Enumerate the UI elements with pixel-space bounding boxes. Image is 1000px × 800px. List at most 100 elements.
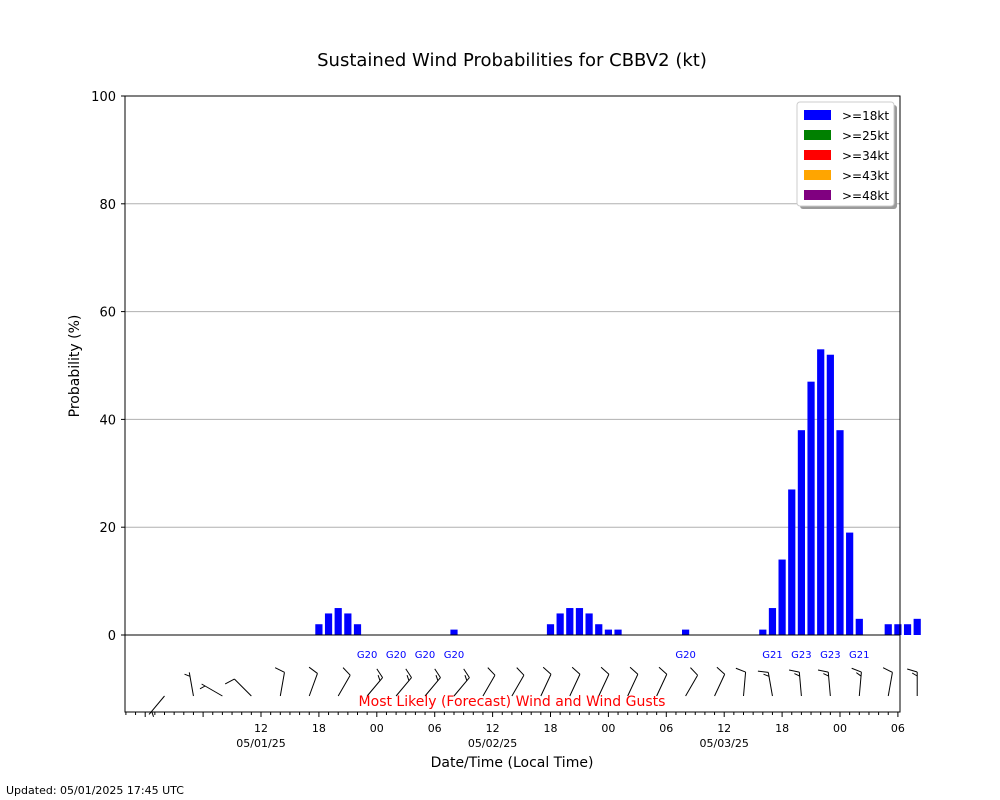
barb-feather bbox=[464, 675, 468, 681]
legend-label: >=48kt bbox=[842, 189, 889, 203]
bar bbox=[556, 613, 564, 635]
x-tick-label: 06 bbox=[659, 722, 673, 735]
wind-barb bbox=[308, 666, 318, 697]
barb-staff bbox=[627, 674, 639, 697]
barb-feather bbox=[817, 669, 829, 673]
bar bbox=[585, 613, 593, 635]
barb-feather bbox=[516, 667, 525, 676]
barb-staff bbox=[337, 674, 351, 697]
bar bbox=[836, 430, 844, 635]
barb-feather bbox=[487, 667, 496, 676]
barb-feather bbox=[600, 666, 610, 675]
bar bbox=[903, 624, 912, 635]
gust-labels: G20 G20 G20 G20 G20 G21 G23 G23 G21 bbox=[357, 650, 870, 661]
bar bbox=[855, 618, 863, 635]
barb-staff bbox=[656, 674, 668, 697]
bar-series bbox=[315, 349, 921, 635]
wind-barb bbox=[788, 669, 802, 697]
bar bbox=[546, 624, 555, 635]
x-tick-label: 18 bbox=[775, 722, 789, 735]
y-tick-label: 0 bbox=[108, 629, 116, 644]
bar bbox=[807, 381, 815, 635]
bar bbox=[450, 629, 458, 635]
barb-staff bbox=[308, 673, 318, 697]
wind-barb bbox=[598, 666, 610, 697]
x-tick-label: 18 bbox=[312, 722, 326, 735]
x-date-label: 05/01/25 bbox=[236, 737, 285, 750]
x-date-label: 05/03/25 bbox=[699, 737, 748, 750]
barb-feather bbox=[463, 668, 470, 678]
barb-staff bbox=[798, 672, 802, 697]
bar bbox=[595, 624, 603, 635]
barb-feather bbox=[308, 666, 318, 674]
barb-feather bbox=[376, 668, 383, 678]
forecast-wind-label: Most Likely (Forecast) Wind and Wind Gus… bbox=[359, 694, 666, 710]
legend-label: >=43kt bbox=[842, 169, 889, 183]
x-tick-label: 00 bbox=[370, 722, 384, 735]
barb-feather bbox=[571, 666, 581, 675]
bar bbox=[759, 629, 767, 635]
wind-barb bbox=[424, 668, 441, 697]
bar bbox=[353, 624, 362, 635]
gust-label: G21 bbox=[762, 650, 782, 661]
wind-barb bbox=[882, 667, 893, 697]
barb-feather bbox=[788, 669, 800, 673]
x-tick-label: 12 bbox=[486, 722, 500, 735]
wind-barb bbox=[453, 668, 470, 697]
gust-label: G20 bbox=[444, 650, 464, 661]
barb-staff bbox=[887, 672, 893, 697]
gust-label: G20 bbox=[675, 650, 695, 661]
barb-feather bbox=[435, 675, 439, 681]
barb-staff bbox=[685, 674, 699, 697]
wind-barb bbox=[199, 683, 223, 697]
legend-swatch bbox=[804, 190, 831, 200]
x-axis: 12 18 00 06 12 18 00 06 12 18 00 06 05/01/25 05/02/25… bbox=[125, 712, 905, 750]
barb-feather bbox=[629, 666, 639, 675]
x-tick-label: 18 bbox=[544, 722, 558, 735]
barb-feather bbox=[406, 675, 410, 681]
legend-swatch bbox=[804, 130, 831, 140]
bar bbox=[778, 559, 786, 635]
y-axis-label: Probability (%) bbox=[67, 315, 83, 418]
bar bbox=[826, 354, 834, 635]
y-tick-label: 80 bbox=[99, 198, 116, 213]
legend-label: >=18kt bbox=[842, 109, 889, 123]
x-tick-label: 12 bbox=[254, 722, 268, 735]
bar bbox=[614, 629, 622, 635]
barb-feather bbox=[658, 666, 668, 675]
y-gridlines bbox=[125, 203, 900, 528]
wind-barb bbox=[184, 672, 194, 697]
bar bbox=[604, 629, 612, 635]
wind-barb bbox=[735, 667, 747, 697]
wind-barb bbox=[685, 667, 699, 697]
barb-feather bbox=[856, 672, 862, 677]
barb-feather bbox=[405, 668, 412, 678]
legend-label: >=34kt bbox=[842, 149, 889, 163]
bar bbox=[846, 532, 854, 635]
bar bbox=[566, 608, 574, 635]
x-axis-label: Date/Time (Local Time) bbox=[431, 755, 594, 771]
gust-label: G20 bbox=[415, 650, 435, 661]
bar bbox=[884, 624, 892, 635]
wind-barb bbox=[851, 667, 862, 697]
barb-feather bbox=[690, 667, 698, 676]
wind-barb bbox=[540, 666, 552, 697]
gust-label: G21 bbox=[849, 650, 869, 661]
barb-staff bbox=[482, 674, 496, 697]
y-axis: 0 20 40 60 80 100 bbox=[91, 90, 125, 644]
wind-barb bbox=[395, 668, 412, 697]
gust-label: G20 bbox=[357, 650, 377, 661]
x-tick-label: 00 bbox=[601, 722, 615, 735]
wind-barb bbox=[907, 668, 918, 696]
wind-barb bbox=[757, 670, 773, 697]
barb-feather bbox=[823, 673, 829, 677]
wind-barb bbox=[224, 678, 252, 697]
y-tick-label: 60 bbox=[99, 306, 116, 321]
wind-barb bbox=[656, 666, 668, 697]
barb-staff bbox=[540, 674, 552, 697]
y-tick-label: 100 bbox=[91, 90, 116, 105]
barb-feather bbox=[735, 667, 746, 673]
barb-staff bbox=[279, 672, 285, 697]
barb-staff bbox=[234, 678, 252, 697]
bar bbox=[575, 608, 584, 635]
